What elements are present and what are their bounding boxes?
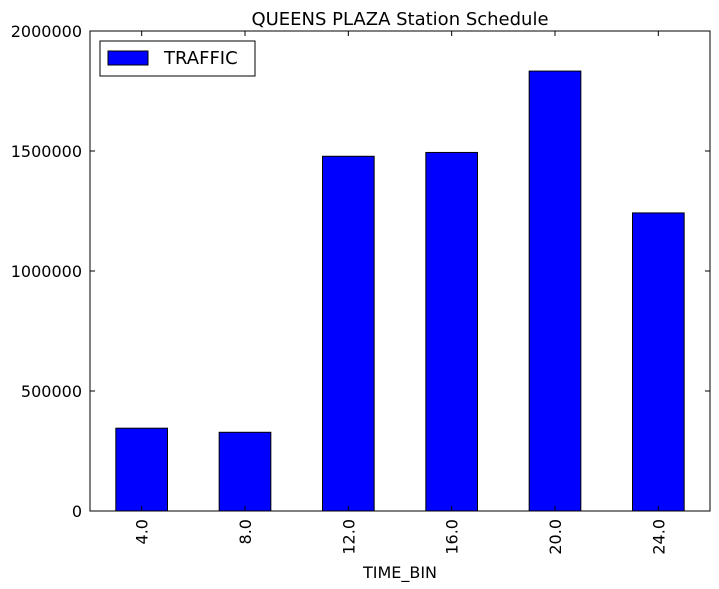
bar-20.0 — [528, 70, 582, 512]
y-axis: 0 500000 1000000 1500000 2000000 — [11, 22, 710, 521]
x-axis-label: TIME_BIN — [362, 563, 437, 583]
legend: TRAFFIC — [99, 40, 256, 77]
x-axis: 4.0 8.0 12.0 16.0 20.0 24.0 — [133, 31, 668, 555]
legend-swatch — [107, 50, 149, 66]
bar-8.0 — [218, 431, 272, 512]
legend-label-traffic: TRAFFIC — [163, 48, 238, 69]
x-tick-label: 12.0 — [339, 519, 358, 555]
y-tick-label: 0 — [72, 502, 82, 521]
bar-4.0 — [115, 427, 169, 512]
bar-16.0 — [425, 151, 479, 512]
chart-title: QUEENS PLAZA Station Schedule — [251, 9, 548, 30]
y-tick-label: 2000000 — [11, 22, 82, 41]
bar-24.0 — [632, 212, 685, 512]
y-tick-label: 1000000 — [11, 262, 82, 281]
y-tick-label: 1500000 — [11, 142, 82, 161]
x-tick-label: 20.0 — [546, 519, 565, 555]
x-tick-label: 8.0 — [236, 519, 255, 544]
x-tick-label: 16.0 — [443, 519, 462, 555]
x-tick-label: 24.0 — [649, 519, 668, 555]
x-tick-label: 4.0 — [133, 519, 152, 544]
bars-group — [115, 70, 685, 512]
plot-frame — [89, 30, 711, 512]
y-tick-label: 500000 — [21, 382, 82, 401]
bar-12.0 — [322, 155, 375, 512]
